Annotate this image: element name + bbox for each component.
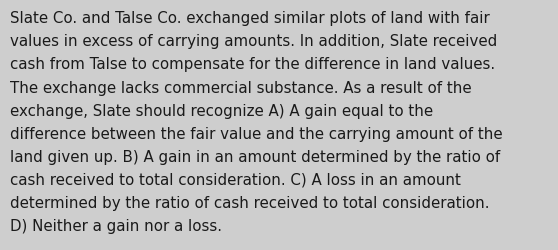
Text: cash received to total consideration. C) A loss in an amount: cash received to total consideration. C)… [10, 172, 461, 187]
Text: cash from Talse to compensate for the difference in land values.: cash from Talse to compensate for the di… [10, 57, 495, 72]
Text: Slate Co. and Talse Co. exchanged similar plots of land with fair: Slate Co. and Talse Co. exchanged simila… [10, 11, 490, 26]
Text: difference between the fair value and the carrying amount of the: difference between the fair value and th… [10, 126, 503, 141]
Text: The exchange lacks commercial substance. As a result of the: The exchange lacks commercial substance.… [10, 80, 472, 95]
Text: values in excess of carrying amounts. In addition, Slate received: values in excess of carrying amounts. In… [10, 34, 497, 49]
Text: land given up. B) A gain in an amount determined by the ratio of: land given up. B) A gain in an amount de… [10, 149, 501, 164]
Text: D) Neither a gain nor a loss.: D) Neither a gain nor a loss. [10, 218, 222, 233]
Text: determined by the ratio of cash received to total consideration.: determined by the ratio of cash received… [10, 195, 489, 210]
Text: exchange, Slate should recognize A) A gain equal to the: exchange, Slate should recognize A) A ga… [10, 103, 433, 118]
